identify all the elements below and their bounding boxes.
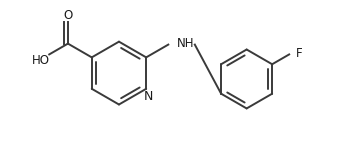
- Text: F: F: [296, 47, 303, 60]
- Text: HO: HO: [32, 54, 50, 67]
- Text: O: O: [63, 9, 73, 22]
- Text: N: N: [143, 90, 153, 103]
- Text: NH: NH: [177, 37, 195, 50]
